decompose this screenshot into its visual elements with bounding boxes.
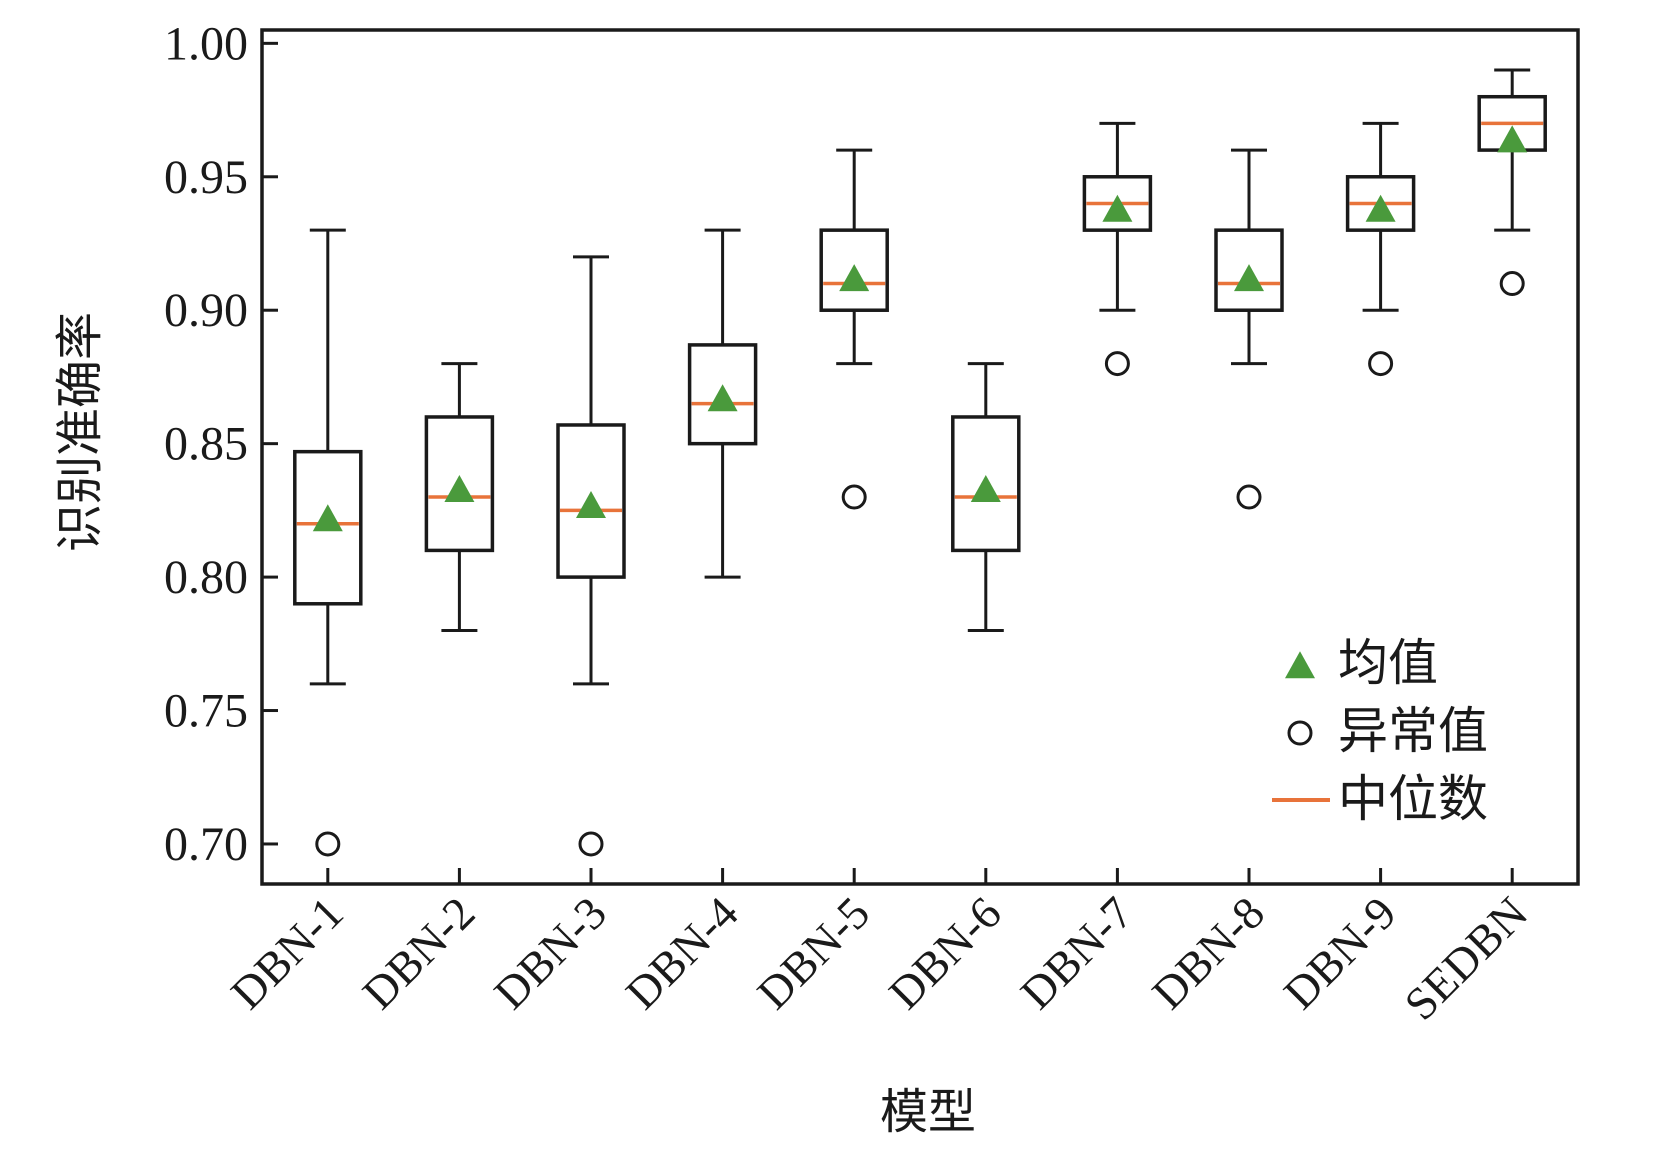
- outlier-point: [841, 484, 867, 510]
- outlier-point: [315, 831, 341, 857]
- mean-marker: [312, 504, 343, 532]
- legend-outlier-marker: [1287, 720, 1313, 746]
- y-tick-label: 1.00: [164, 17, 248, 70]
- legend-mean-marker: [1285, 651, 1315, 679]
- x-tick-label: DBN-6: [879, 887, 1011, 1019]
- box-group: [819, 148, 889, 510]
- x-tick-label: SEDBN: [1395, 887, 1538, 1030]
- y-tick-label: 0.75: [164, 685, 248, 738]
- mean-marker: [707, 384, 738, 412]
- box-group: [556, 255, 626, 857]
- outlier-point: [1368, 351, 1394, 377]
- mean-marker: [1102, 194, 1133, 222]
- x-tick-label: DBN-9: [1274, 887, 1406, 1019]
- box-group: [1477, 68, 1547, 297]
- x-tick-label: DBN-5: [747, 887, 879, 1019]
- mean-marker: [839, 264, 870, 292]
- outlier-point: [1236, 484, 1262, 510]
- mean-marker: [576, 490, 606, 518]
- legend-outlier-label: 异常值: [1338, 702, 1488, 760]
- box-group: [687, 228, 758, 579]
- mean-marker: [1365, 194, 1396, 222]
- box-group: [1345, 121, 1416, 377]
- x-tick-label: DBN-2: [353, 887, 485, 1019]
- outlier-point: [1104, 351, 1130, 377]
- y-tick-label: 0.70: [164, 818, 248, 871]
- box-group: [1082, 121, 1153, 377]
- iqr-box: [424, 415, 495, 553]
- plot-frame: [260, 28, 1580, 886]
- y-tick-label: 0.95: [164, 151, 248, 204]
- legend-mean-label: 均值: [1338, 634, 1438, 692]
- outlier-point: [578, 831, 604, 857]
- box-group: [293, 228, 363, 857]
- mean-marker: [1234, 264, 1264, 292]
- x-tick-label: DBN-7: [1011, 887, 1143, 1019]
- y-axis-title: 识别准确率: [52, 312, 108, 552]
- box-group: [1214, 148, 1284, 510]
- y-tick-label: 0.90: [164, 284, 248, 337]
- y-tick-label: 0.85: [164, 418, 248, 471]
- legend: 均值 异常值 中位数: [1272, 634, 1488, 828]
- box-group: [424, 362, 495, 632]
- y-tick-label: 0.80: [164, 551, 248, 604]
- x-tick-label: DBN-8: [1142, 887, 1274, 1019]
- mean-marker: [970, 474, 1001, 502]
- mean-marker: [1497, 125, 1528, 153]
- mean-marker: [444, 474, 475, 502]
- x-tick-label: DBN-1: [221, 887, 353, 1019]
- box-group: [951, 362, 1021, 632]
- x-axis-title: 模型: [880, 1084, 976, 1140]
- outlier-point: [1499, 271, 1525, 297]
- x-tick-label: DBN-4: [616, 887, 748, 1019]
- x-tick-label: DBN-3: [484, 887, 616, 1019]
- legend-median-label: 中位数: [1338, 770, 1488, 828]
